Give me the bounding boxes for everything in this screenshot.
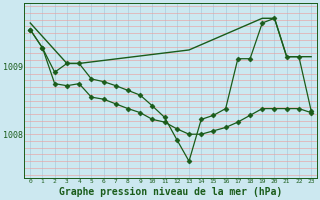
X-axis label: Graphe pression niveau de la mer (hPa): Graphe pression niveau de la mer (hPa) <box>59 187 282 197</box>
